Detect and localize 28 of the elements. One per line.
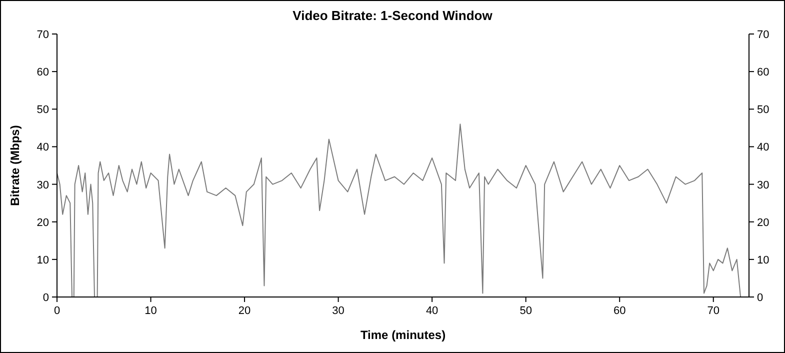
y-tick-label: 10 xyxy=(36,254,49,266)
x-tick-label: 40 xyxy=(426,305,438,317)
x-tick-label: 60 xyxy=(613,305,626,317)
chart-title: Video Bitrate: 1-Second Window xyxy=(292,8,494,23)
y-tick-label: 20 xyxy=(36,216,49,229)
x-tick-label: 50 xyxy=(520,305,532,317)
x-tick-label: 0 xyxy=(54,305,60,317)
y-tick-label: 30 xyxy=(36,179,49,192)
y2-tick-label: 40 xyxy=(757,142,770,154)
y-axis-title: Bitrate (Mbps) xyxy=(8,125,22,206)
y-tick-label: 70 xyxy=(36,29,49,41)
line-series xyxy=(56,124,742,298)
x-tick-label: 10 xyxy=(144,305,157,317)
x-tick-label: 30 xyxy=(332,305,344,317)
y-tick-label: 60 xyxy=(36,66,49,79)
y2-tick-label: 20 xyxy=(757,216,770,229)
y2-tick-label: 60 xyxy=(757,66,770,79)
y2-tick-label: 10 xyxy=(757,254,770,266)
y-tick-label: 0 xyxy=(42,292,49,304)
x-axis-title: Time (minutes) xyxy=(360,328,446,342)
y2-tick-label: 70 xyxy=(757,29,770,41)
y-tick-label: 50 xyxy=(36,104,49,116)
x-tick-label: 70 xyxy=(707,305,720,317)
y2-tick-label: 30 xyxy=(757,179,770,192)
x-tick-label: 20 xyxy=(238,305,251,317)
y-tick-label: 40 xyxy=(36,142,49,154)
y2-tick-label: 50 xyxy=(757,104,770,116)
y2-tick-label: 0 xyxy=(757,292,764,304)
